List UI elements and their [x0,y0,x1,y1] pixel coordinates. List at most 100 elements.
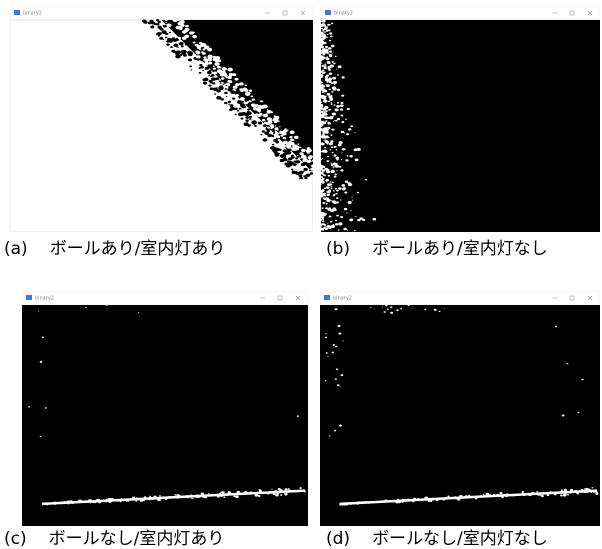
speckle [390,312,393,314]
speckle [325,228,328,230]
speckle [322,34,326,37]
speckle [326,75,329,77]
speckle [324,65,327,67]
title-bar [22,291,308,305]
speckle [267,134,272,138]
speckle [226,96,228,97]
speckle [226,494,229,496]
speckle [297,143,299,144]
speckle [323,31,325,32]
speckle [158,499,161,501]
speckle [338,141,342,144]
speckle [275,127,279,130]
speckle [329,40,331,42]
speckle [78,499,81,501]
speckle [166,43,170,45]
speckle [235,496,238,498]
speckle [208,493,209,494]
speckle [97,499,101,501]
speckle [152,499,153,500]
speckle [327,53,329,54]
speckle [235,114,237,115]
speckle [344,191,347,193]
speckle [179,42,184,45]
speckle [333,224,335,225]
speckle [188,58,192,61]
speckle [185,25,189,27]
speckle [382,306,383,307]
speckle [327,356,328,357]
speckle [117,499,119,500]
speckle [336,105,340,108]
speckle [246,492,249,494]
speckle [326,160,329,162]
speckle [185,495,188,497]
speckle [331,188,333,189]
window-title: binary2 [35,296,54,302]
speckle [550,491,552,492]
speckle [333,190,335,191]
speckle [350,125,353,127]
window-d: binary2 [320,291,600,526]
speckle [410,499,413,501]
speckle [325,333,326,334]
speckle [331,164,334,166]
speckle [483,494,484,495]
speckle [326,203,328,205]
window-title: binary2 [334,11,353,17]
speckle [330,99,333,101]
speckle [385,305,388,307]
speckle [237,110,239,112]
speckle [584,491,587,493]
speckle [106,502,107,503]
speckle [219,85,224,88]
speckle [204,78,209,82]
speckle [432,499,435,501]
speckle [205,67,209,70]
speckle [222,67,227,71]
speckle [239,88,242,90]
speckle [325,110,328,112]
speckle [230,104,234,107]
speckle [297,155,299,156]
speckle [272,144,274,146]
speckle [239,108,242,110]
speckle [262,105,268,109]
speckle [459,495,462,497]
speckle [211,78,214,80]
speckle [326,58,330,60]
speckle [230,107,235,110]
speckle [336,197,338,199]
caption-c: (c)ボールなし/室内灯あり [4,524,224,549]
speckle [442,499,444,501]
speckle [211,495,213,496]
speckle [227,80,231,83]
speckle [198,496,200,497]
speckle [273,117,278,121]
speckle [328,101,330,103]
speckle [203,82,207,85]
speckle [323,42,326,44]
speckle [251,96,253,98]
speckle [322,158,324,159]
speckle [165,37,168,39]
speckle [332,112,336,115]
speckle [347,230,348,231]
speckle [261,101,264,103]
speckle [355,216,356,217]
speckle [291,156,295,159]
speckle [475,498,477,499]
speckle [385,499,388,501]
speckle [249,118,252,120]
speckle [169,24,172,26]
speckle [187,497,189,498]
speckle [587,489,590,491]
caption-text: ボールなし/室内灯なし [372,529,548,549]
speckle [434,309,437,311]
speckle [344,132,345,133]
speckle [337,74,339,75]
speckle [592,490,595,492]
speckle [564,489,567,491]
speckle [324,195,327,197]
speckle [240,117,243,119]
